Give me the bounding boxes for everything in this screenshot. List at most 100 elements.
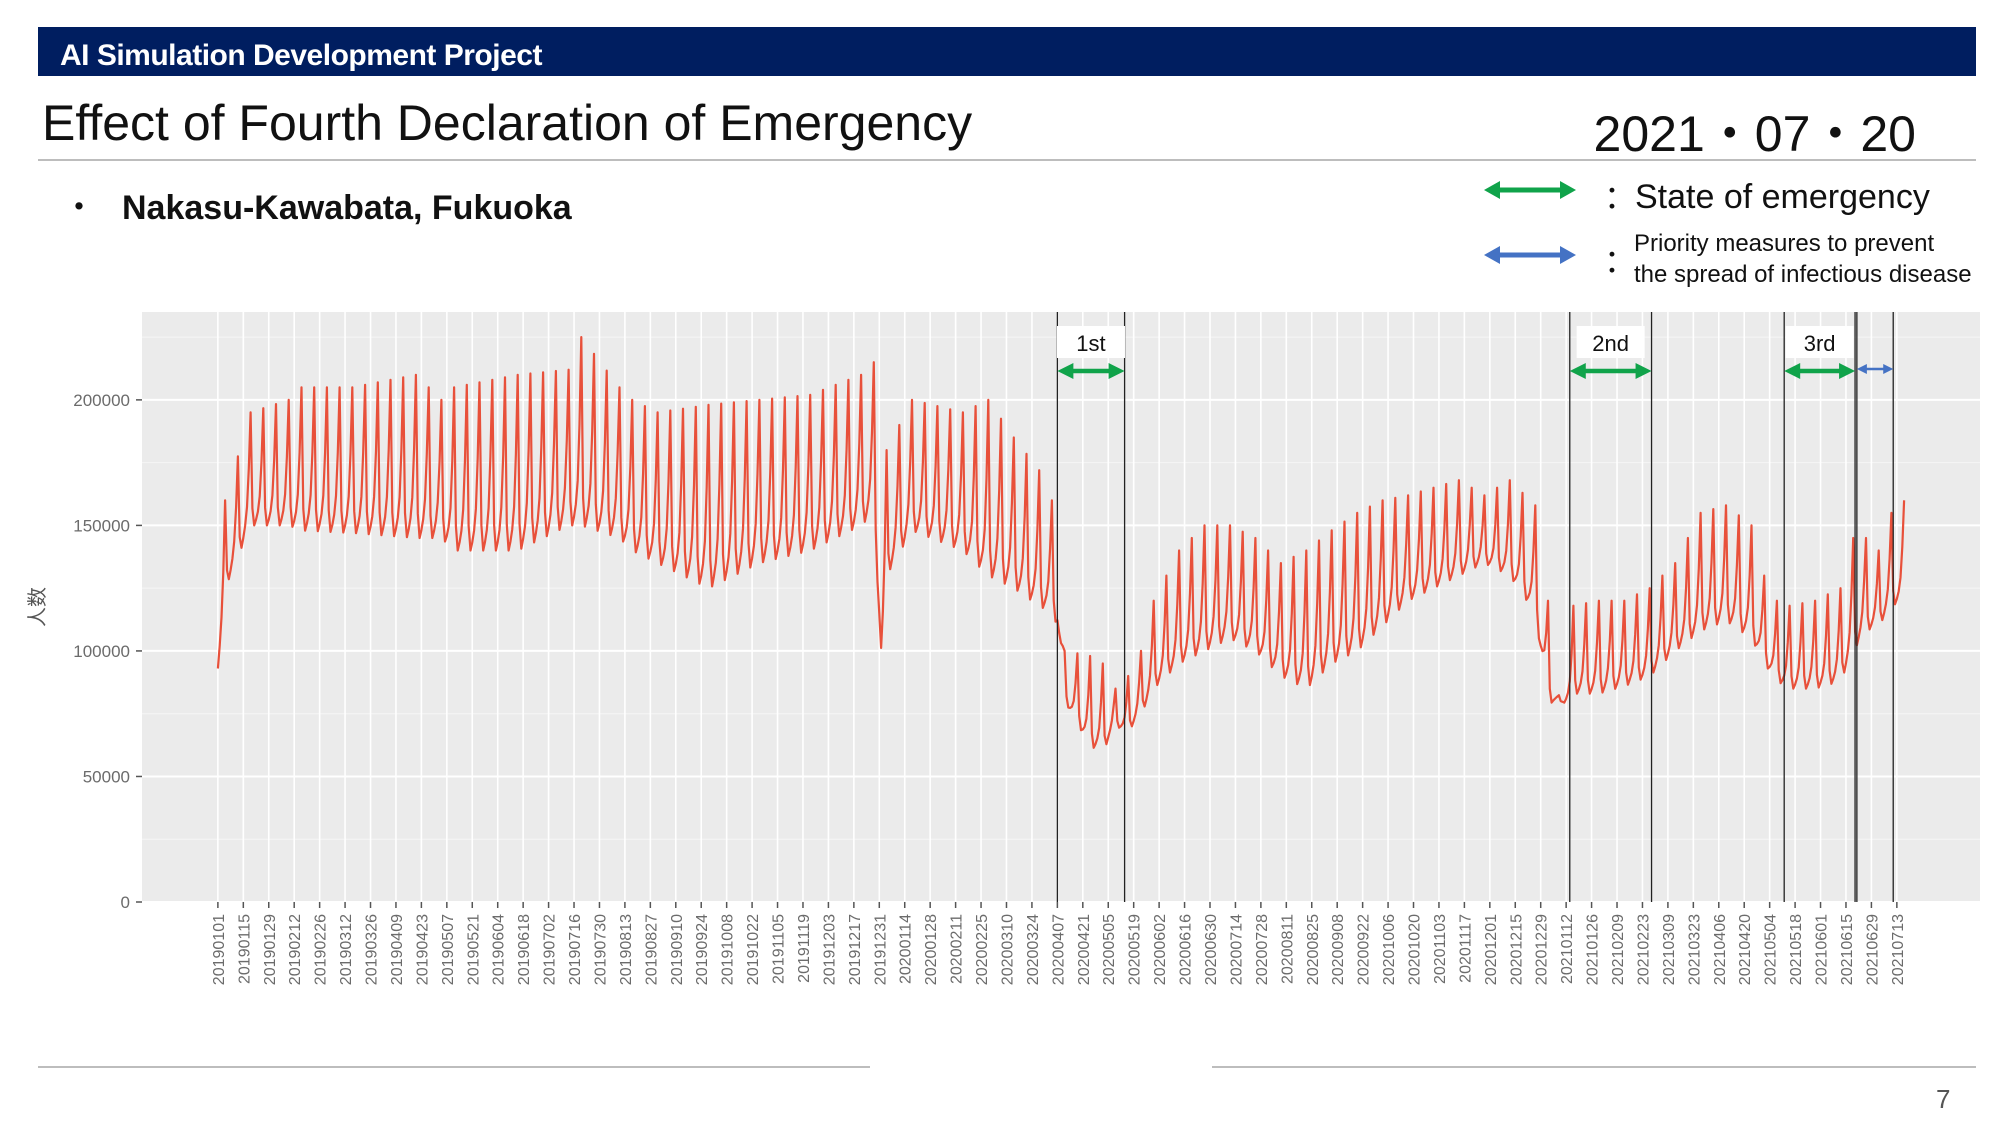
x-tick-label: 20191105 — [771, 914, 788, 984]
period-label: 2nd — [1592, 331, 1629, 356]
x-axis: 20190101 20190115 20190129 20190212 20190226… — [211, 902, 1907, 985]
x-tick-label: 20190730 — [592, 914, 609, 985]
x-tick-label: 20190129 — [262, 914, 279, 985]
x-tick-label: 20190326 — [364, 914, 381, 985]
slide-title: Effect of Fourth Declaration of Emergenc… — [42, 95, 973, 151]
x-tick-label: 20191217 — [847, 914, 864, 985]
x-tick-label: 20210209 — [1610, 914, 1627, 985]
x-tick-label: 20210518 — [1788, 914, 1805, 985]
x-tick-label: 20210309 — [1661, 914, 1678, 985]
x-tick-label: 20190115 — [236, 914, 253, 984]
x-tick-label: 20200310 — [999, 914, 1016, 985]
x-tick-label: 20201006 — [1381, 914, 1398, 985]
x-tick-label: 20191022 — [745, 914, 762, 985]
y-tick-label: 100000 — [73, 642, 130, 661]
x-tick-label: 20201020 — [1407, 914, 1424, 985]
slide-date: 2021・07・20 — [1593, 106, 1916, 162]
y-tick-label: 0 — [121, 893, 130, 912]
legend-priority-line-2: the spread of infectious disease — [1634, 261, 1972, 288]
period-arrow-head — [1569, 363, 1586, 379]
visitor-count-chart: 0 50000 100000 150000 200000 20190101 2019011… — [25, 312, 1980, 985]
period-arrow-head — [1108, 363, 1125, 379]
x-tick-label: 20200714 — [1228, 914, 1245, 985]
x-tick-label: 20210112 — [1559, 914, 1576, 984]
period-label-box — [1576, 326, 1645, 358]
x-tick-label: 20200922 — [1356, 914, 1373, 985]
period-arrow-head — [1635, 363, 1652, 379]
x-tick-label: 20210504 — [1763, 914, 1780, 985]
period-arrow-head — [1883, 364, 1894, 374]
x-tick-label: 20200505 — [1101, 914, 1118, 985]
period-label: 3rd — [1804, 331, 1836, 356]
header-banner: AI Simulation Development Project — [38, 27, 1976, 76]
legend-soe-arrow-icon — [1484, 181, 1576, 199]
x-tick-label: 20210629 — [1864, 914, 1881, 985]
x-tick-label: 20190212 — [287, 914, 304, 985]
x-tick-label: 20200114 — [898, 914, 915, 984]
x-tick-label: 20201103 — [1432, 914, 1449, 984]
x-tick-label: 20210323 — [1686, 914, 1703, 985]
x-tick-label: 20200407 — [1050, 914, 1067, 985]
x-tick-label: 20190716 — [567, 914, 584, 985]
x-tick-label: 20191231 — [872, 914, 889, 985]
x-tick-label: 20210713 — [1890, 914, 1907, 985]
x-tick-label: 20200324 — [1025, 914, 1042, 985]
x-tick-label: 20201215 — [1508, 914, 1525, 985]
x-tick-label: 20200728 — [1254, 914, 1271, 985]
x-tick-label: 20190618 — [516, 914, 533, 985]
x-tick-label: 20190507 — [440, 914, 457, 985]
period-arrow-head — [1839, 363, 1856, 379]
x-tick-label: 20200211 — [949, 914, 966, 984]
x-tick-label: 20201201 — [1483, 914, 1500, 985]
legend-priority-colon: ： — [1604, 243, 1637, 279]
period-label-box — [1785, 326, 1854, 358]
x-tick-label: 20201229 — [1534, 914, 1551, 985]
legend-soe-label: State of emergency — [1635, 178, 1930, 216]
y-axis-label: 人数 — [25, 587, 49, 627]
legend-soe-colon: ： — [1604, 179, 1637, 215]
legend-priority-arrow-icon — [1484, 246, 1576, 264]
x-tick-label: 20190702 — [542, 914, 559, 985]
x-tick-label: 20190604 — [491, 914, 508, 985]
location-label: Nakasu-Kawabata, Fukuoka — [122, 189, 572, 227]
location-subtitle: ・ Nakasu-Kawabata, Fukuoka — [62, 180, 572, 229]
x-tick-label: 20190924 — [694, 914, 711, 985]
period-label: 1st — [1076, 331, 1105, 356]
x-tick-label: 20190827 — [643, 914, 660, 985]
x-tick-label: 20190910 — [669, 914, 686, 985]
x-tick-label: 20200128 — [923, 914, 940, 985]
x-tick-label: 20200630 — [1203, 914, 1220, 985]
period-markers: 1st 2nd 3rd — [1056, 312, 1894, 902]
footer-divider-right — [1212, 1066, 1976, 1068]
x-tick-label: 20210406 — [1712, 914, 1729, 985]
x-tick-label: 20190312 — [338, 914, 355, 985]
x-tick-label: 20200421 — [1076, 914, 1093, 985]
x-tick-label: 20190101 — [211, 914, 228, 985]
legend-priority-line-1: Priority measures to prevent — [1634, 230, 1935, 257]
x-tick-label: 20210601 — [1814, 914, 1831, 985]
x-tick-label: 20200825 — [1305, 914, 1322, 985]
x-tick-label: 20210126 — [1585, 914, 1602, 985]
series-line — [216, 336, 1906, 749]
y-axis: 0 50000 100000 150000 200000 — [73, 391, 142, 912]
title-divider — [38, 159, 1976, 161]
x-tick-label: 20190409 — [389, 914, 406, 985]
bullet: ・ — [62, 189, 96, 227]
y-tick-label: 150000 — [73, 516, 130, 535]
period-label-box — [1056, 326, 1125, 358]
x-tick-label: 20191203 — [821, 914, 838, 985]
page-number: 7 — [1936, 1084, 1951, 1114]
legend-priority-label: Priority measures to prevent the spread … — [1634, 228, 1972, 290]
y-tick-label: 200000 — [73, 391, 130, 410]
x-tick-label: 20200225 — [974, 914, 991, 985]
x-tick-label: 20191119 — [796, 914, 813, 983]
x-tick-label: 20210615 — [1839, 914, 1856, 985]
x-tick-label: 20190813 — [618, 914, 635, 985]
x-tick-label: 20200519 — [1127, 914, 1144, 985]
period-arrow-head — [1057, 363, 1074, 379]
x-tick-label: 20191008 — [720, 914, 737, 985]
x-tick-label: 20190423 — [414, 914, 431, 985]
x-tick-label: 20200616 — [1178, 914, 1195, 985]
period-arrow-head — [1856, 364, 1867, 374]
y-tick-label: 50000 — [83, 767, 130, 786]
